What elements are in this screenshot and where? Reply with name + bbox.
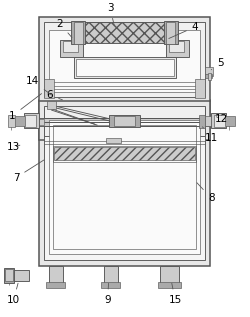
Bar [71,21,85,44]
Bar [74,57,176,78]
Bar [39,100,210,140]
Bar [47,101,56,109]
Bar [44,108,205,260]
Bar [11,116,25,126]
Bar [62,41,78,52]
Text: 9: 9 [104,283,111,305]
Bar [114,116,135,126]
Text: 12: 12 [214,114,228,124]
Bar [101,282,120,288]
Bar [166,22,175,44]
Text: 4: 4 [169,22,198,38]
Text: 3: 3 [107,3,114,26]
Bar [44,106,205,136]
Text: 10: 10 [7,283,20,305]
Bar [44,22,205,97]
Bar [49,266,62,287]
Bar [211,113,226,128]
Text: 11: 11 [202,127,218,143]
Bar [74,22,176,43]
Bar [52,125,196,249]
Text: 15: 15 [168,283,181,305]
Text: 13: 13 [7,142,20,152]
Bar [109,115,140,127]
Bar [52,146,196,162]
Text: 7: 7 [13,160,44,183]
Bar [44,79,54,98]
Bar [205,116,211,126]
Bar [74,22,82,44]
Bar [225,116,235,126]
Bar [160,266,179,287]
Bar [205,74,212,78]
Text: 2: 2 [57,19,72,37]
Bar [8,115,15,127]
Bar [195,79,205,98]
Bar [208,73,210,80]
Bar [39,101,210,266]
Text: 5: 5 [211,58,223,70]
Bar [5,269,12,281]
Bar [24,115,36,127]
Bar [49,30,200,92]
Bar [76,59,174,76]
Text: 1: 1 [9,94,42,121]
Bar [8,270,29,281]
Bar [166,40,189,57]
Bar [4,268,14,283]
Bar [49,120,200,254]
Bar [25,119,44,125]
Bar [44,118,205,126]
Bar [60,40,82,57]
Bar [46,282,65,288]
Bar [199,115,205,128]
Bar [24,113,39,128]
Bar [158,282,181,288]
Bar [164,21,177,44]
Bar [205,67,212,76]
Text: 8: 8 [197,183,214,203]
Text: 6: 6 [47,90,62,100]
Bar [104,266,118,287]
Bar [39,17,210,101]
Bar [54,147,195,160]
Bar [106,138,121,143]
Text: 14: 14 [26,76,52,95]
Bar [169,41,184,52]
Bar [214,115,226,127]
